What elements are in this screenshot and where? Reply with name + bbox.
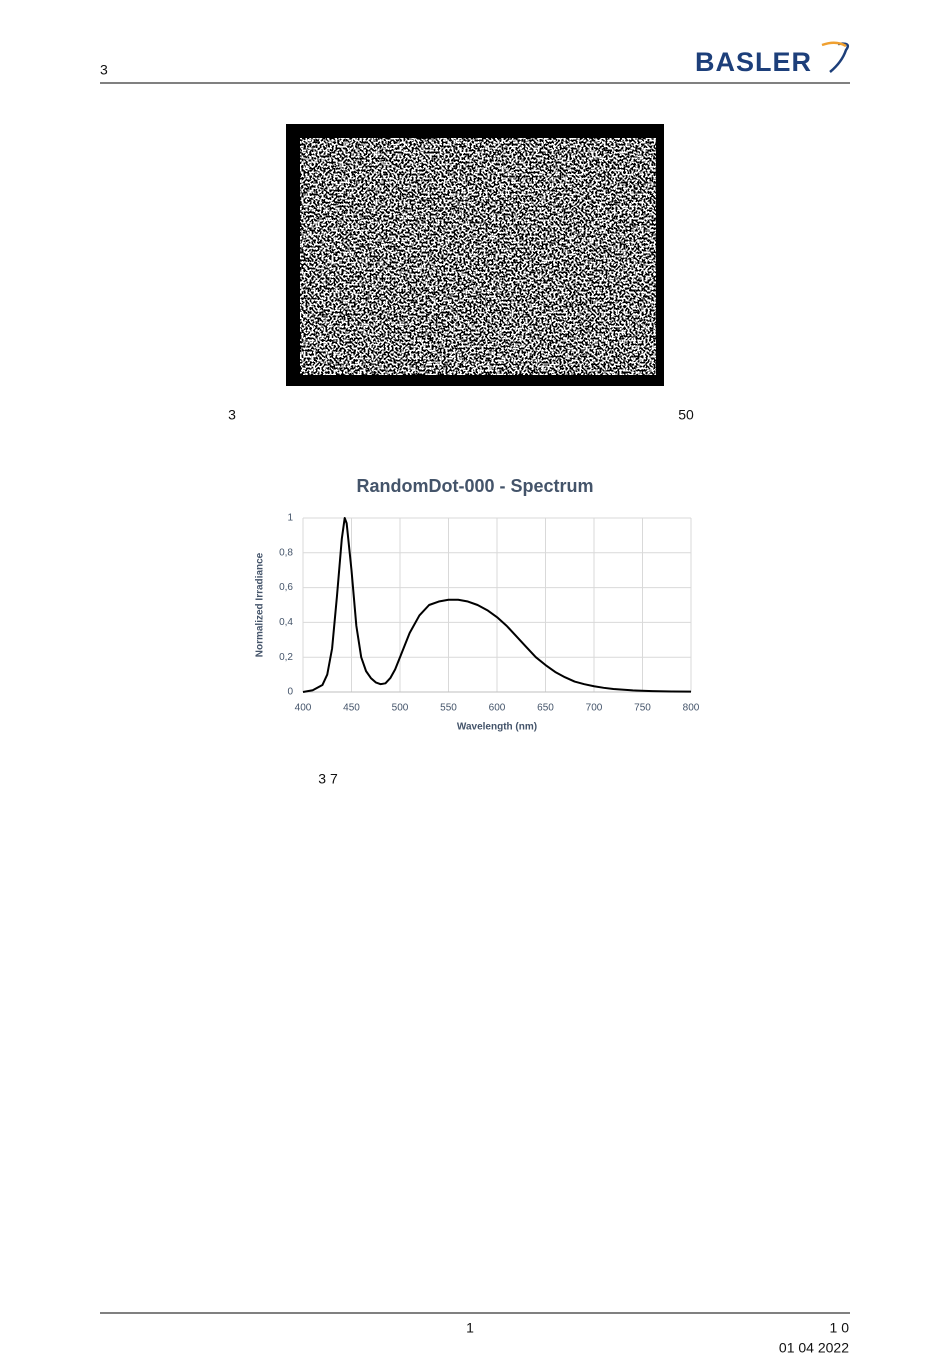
figure-caption: 50 [678,407,694,423]
y-tick-label: 0 [287,687,293,698]
chart: RandomDot-000 - Spectrum Wavelength (nm)… [255,476,700,733]
x-tick-label: 700 [586,703,603,714]
y-tick-label: 0,2 [279,652,293,663]
logo-swoosh [829,42,849,73]
footer-date: 01 04 2022 [779,1340,849,1356]
figure-caption: 3 7 [318,771,338,787]
y-tick-label: 1 [287,513,293,524]
x-tick-label: 600 [489,703,506,714]
x-tick-label: 400 [295,703,312,714]
chart-title: RandomDot-000 - Spectrum [356,476,593,496]
y-tick-label: 0,8 [279,547,293,558]
footer-page: 1 [466,1320,474,1336]
random-dot-image [300,138,656,375]
y-tick-label: 0,4 [279,617,293,628]
footer-right: 1 0 [830,1320,850,1336]
x-tick-label: 550 [440,703,457,714]
header-section: 3 [100,62,108,78]
x-tick-label: 650 [537,703,554,714]
x-axis-label: Wavelength (nm) [457,722,537,733]
y-axis-label: Normalized Irradiance [255,552,266,657]
x-tick-label: 450 [343,703,360,714]
x-tick-label: 750 [634,703,651,714]
y-tick-label: 0,6 [279,582,293,593]
x-tick-label: 800 [683,703,700,714]
x-tick-label: 500 [392,703,409,714]
logo-swoosh-accent [821,41,847,48]
logo: BASLER [695,47,812,77]
figure-caption: 3 [228,407,236,423]
spectrum-line [302,517,692,693]
